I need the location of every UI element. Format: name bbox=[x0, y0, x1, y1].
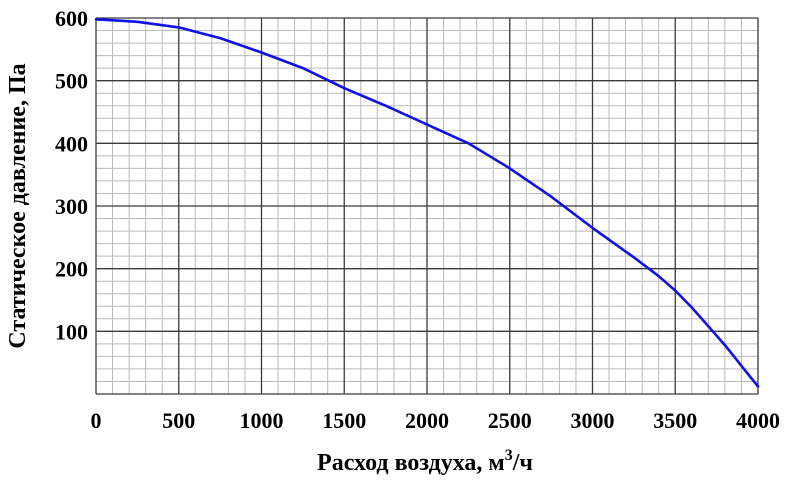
x-tick-label: 3000 bbox=[571, 408, 615, 433]
y-tick-label: 500 bbox=[55, 69, 88, 94]
x-tick-label: 3500 bbox=[653, 408, 697, 433]
y-tick-label: 100 bbox=[55, 319, 88, 344]
y-tick-label: 200 bbox=[55, 257, 88, 282]
x-axis-title-superscript: 3 bbox=[505, 447, 513, 464]
x-axis-title-suffix: /ч bbox=[512, 450, 533, 476]
x-tick-label: 500 bbox=[162, 408, 195, 433]
y-tick-label: 400 bbox=[55, 131, 88, 156]
y-tick-label: 600 bbox=[55, 6, 88, 31]
y-axis-title: Статическое давление, Па bbox=[5, 63, 31, 348]
x-tick-label: 2000 bbox=[405, 408, 449, 433]
major-grid bbox=[95, 17, 759, 395]
y-tick-labels: 100 200 300 400 500 600 bbox=[55, 6, 88, 344]
x-tick-label: 1500 bbox=[322, 408, 366, 433]
x-tick-label: 0 bbox=[91, 408, 102, 433]
x-tick-label: 4000 bbox=[736, 408, 780, 433]
x-tick-label: 1000 bbox=[240, 408, 284, 433]
x-axis-title: Расход воздуха, м3/ч bbox=[317, 447, 533, 476]
series-line bbox=[94, 18, 760, 388]
x-tick-label: 2500 bbox=[488, 408, 532, 433]
series-layer bbox=[94, 18, 760, 388]
x-tick-labels: 0 500 1000 1500 2000 2500 3000 3500 4000 bbox=[91, 408, 781, 433]
y-tick-label: 300 bbox=[55, 194, 88, 219]
